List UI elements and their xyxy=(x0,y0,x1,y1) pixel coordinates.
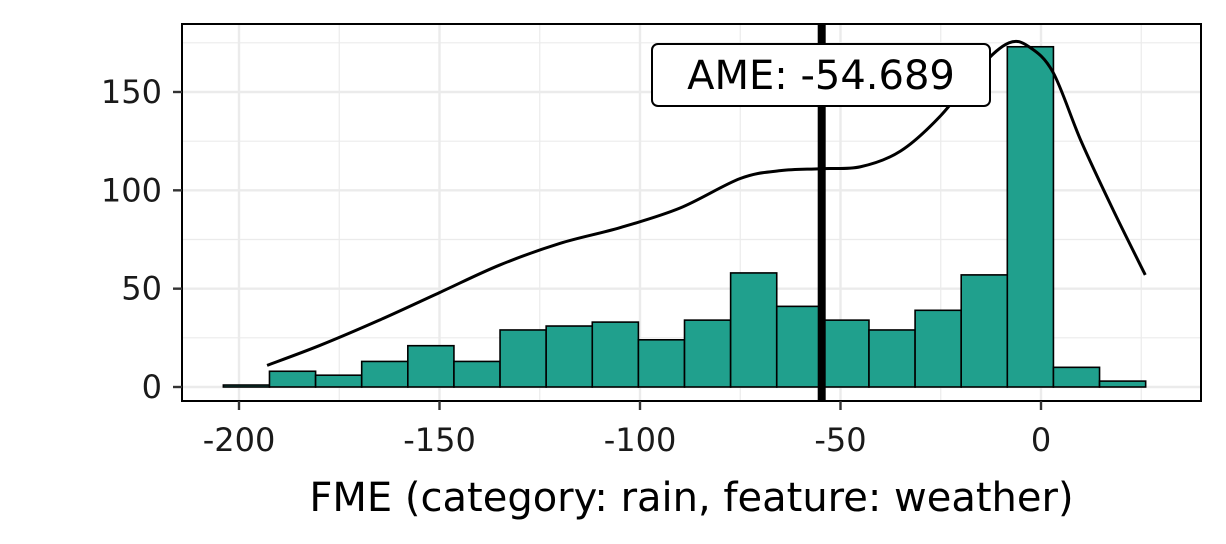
histogram-bar xyxy=(407,344,455,388)
histogram-bar xyxy=(360,360,409,388)
histogram-bar xyxy=(545,325,594,388)
histogram-bar xyxy=(1006,45,1055,388)
histogram-bar xyxy=(268,370,317,388)
x-axis-title: FME (category: rain, feature: weather) xyxy=(309,475,1073,521)
y-tick-label: 0 xyxy=(142,368,162,406)
histogram-bar xyxy=(637,338,686,388)
x-tick-label: -150 xyxy=(403,421,476,459)
axis-ticks: -200 -150 -100 -50 0 0 50 100 150 xyxy=(101,73,1051,459)
ame-label-box xyxy=(651,43,991,107)
histogram-bar xyxy=(868,329,916,388)
y-tick-label: 100 xyxy=(101,171,162,209)
x-tick-label: 0 xyxy=(1031,421,1051,459)
x-tick-label: -200 xyxy=(203,421,276,459)
histogram-bar xyxy=(453,360,501,388)
histogram-bar xyxy=(729,272,778,388)
histogram-bars xyxy=(222,45,1147,388)
ame-label: AME: -54.689 xyxy=(687,53,955,99)
plot-panel-border xyxy=(181,23,1202,402)
histogram-bar xyxy=(222,384,271,388)
ame-marker-group: AME: -54.689 xyxy=(651,24,991,401)
histogram-bar xyxy=(1098,380,1147,388)
histogram-bar xyxy=(914,309,963,388)
histogram-bar xyxy=(591,321,640,388)
x-tick-label: -100 xyxy=(604,421,677,459)
histogram-bar xyxy=(683,319,732,388)
histogram-bar xyxy=(314,374,363,388)
histogram-bar xyxy=(822,319,870,388)
histogram-bar xyxy=(1052,366,1101,388)
y-tick-label: 150 xyxy=(101,73,162,111)
x-tick-label: -50 xyxy=(814,421,866,459)
y-tick-label: 50 xyxy=(121,270,162,308)
histogram-bar xyxy=(499,329,547,388)
histogram-bar xyxy=(775,305,824,388)
histogram-bar xyxy=(960,274,1009,388)
